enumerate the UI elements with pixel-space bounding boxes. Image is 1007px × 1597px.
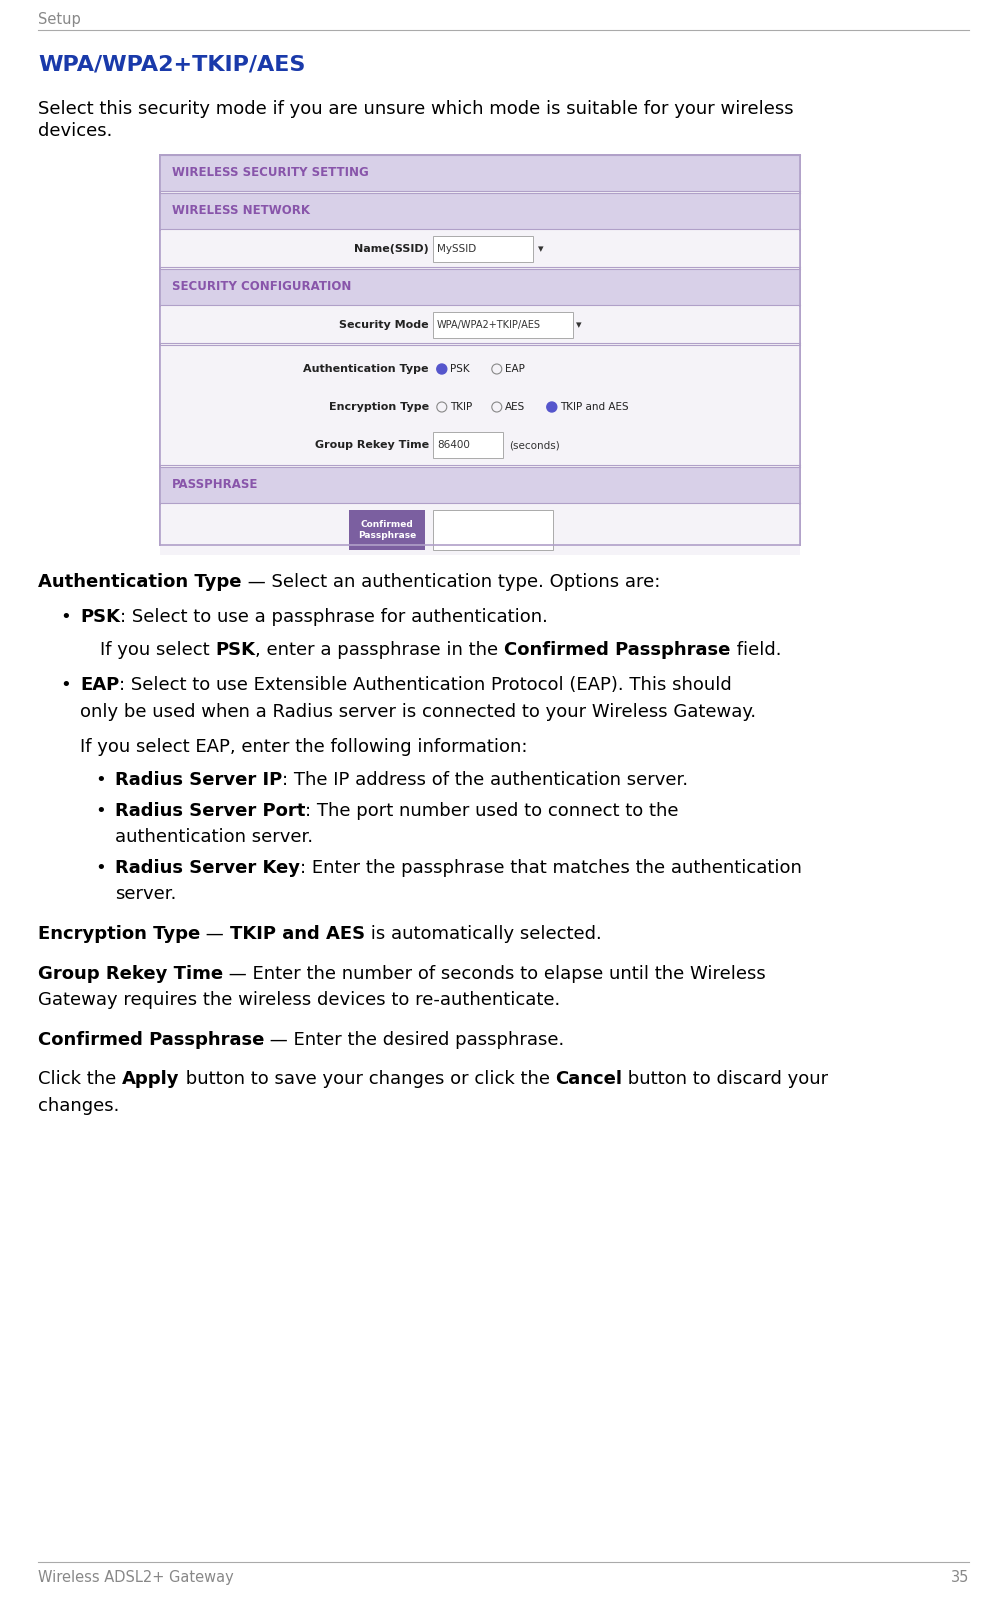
Text: Confirmed Passphrase: Confirmed Passphrase <box>38 1030 265 1049</box>
Text: Confirmed Passphrase: Confirmed Passphrase <box>505 642 731 660</box>
Text: Radius Server Port: Radius Server Port <box>115 802 305 819</box>
Text: Authentication Type: Authentication Type <box>38 573 242 591</box>
Text: •: • <box>95 802 106 819</box>
Text: Wireless ADSL2+ Gateway: Wireless ADSL2+ Gateway <box>38 1570 234 1584</box>
Text: Radius Server IP: Radius Server IP <box>115 771 282 789</box>
Bar <box>433 311 573 339</box>
Text: TKIP and AES: TKIP and AES <box>560 402 628 412</box>
Bar <box>160 155 800 545</box>
Text: — Enter the desired passphrase.: — Enter the desired passphrase. <box>265 1030 565 1049</box>
Text: PSK: PSK <box>80 608 120 626</box>
Text: — Enter the number of seconds to elapse until the Wireless: — Enter the number of seconds to elapse … <box>224 965 766 982</box>
Bar <box>433 433 502 458</box>
Text: •: • <box>95 859 106 877</box>
Text: only be used when a Radius server is connected to your Wireless Gateway.: only be used when a Radius server is con… <box>80 703 756 720</box>
Text: •: • <box>60 677 70 695</box>
Text: Click the: Click the <box>38 1070 122 1088</box>
Text: •: • <box>60 608 70 626</box>
Bar <box>433 509 553 549</box>
Text: 35: 35 <box>951 1570 969 1584</box>
Text: WIRELESS SECURITY SETTING: WIRELESS SECURITY SETTING <box>172 166 369 179</box>
Text: ▾: ▾ <box>576 319 581 331</box>
Text: Authentication Type: Authentication Type <box>303 364 429 374</box>
Bar <box>433 236 533 262</box>
Text: server.: server. <box>115 885 176 904</box>
Text: WIRELESS NETWORK: WIRELESS NETWORK <box>172 204 310 217</box>
Text: (seconds): (seconds) <box>509 441 560 450</box>
Text: : The IP address of the authentication server.: : The IP address of the authentication s… <box>282 771 689 789</box>
Bar <box>160 307 800 343</box>
Text: Confirmed
Passphrase: Confirmed Passphrase <box>357 521 416 540</box>
Text: : Enter the passphrase that matches the authentication: : Enter the passphrase that matches the … <box>300 859 802 877</box>
Text: PASSPHRASE: PASSPHRASE <box>172 479 259 492</box>
Bar <box>160 268 800 305</box>
Text: Encryption Type: Encryption Type <box>38 925 200 942</box>
Text: WPA/WPA2+TKIP/AES: WPA/WPA2+TKIP/AES <box>437 319 541 331</box>
Bar <box>160 155 800 192</box>
Text: EAP: EAP <box>505 364 525 374</box>
Bar <box>160 466 800 503</box>
Text: If you select EAP, enter the following information:: If you select EAP, enter the following i… <box>80 738 528 755</box>
Text: button to discard your: button to discard your <box>622 1070 829 1088</box>
Text: is automatically selected.: is automatically selected. <box>365 925 601 942</box>
Text: Group Rekey Time: Group Rekey Time <box>314 441 429 450</box>
Text: —: — <box>200 925 230 942</box>
Text: AES: AES <box>505 402 525 412</box>
Text: EAP: EAP <box>80 677 119 695</box>
Text: , enter a passphrase in the: , enter a passphrase in the <box>256 642 505 660</box>
Text: MySSID: MySSID <box>437 244 476 254</box>
Circle shape <box>437 364 447 374</box>
Text: Select this security mode if you are unsure which mode is suitable for your wire: Select this security mode if you are uns… <box>38 101 794 118</box>
Text: 86400: 86400 <box>437 441 469 450</box>
Text: WPA/WPA2+TKIP/AES: WPA/WPA2+TKIP/AES <box>38 54 305 75</box>
Text: Setup: Setup <box>38 13 81 27</box>
Text: — Select an authentication type. Options are:: — Select an authentication type. Options… <box>242 573 660 591</box>
Text: Radius Server Key: Radius Server Key <box>115 859 300 877</box>
Text: button to save your changes or click the: button to save your changes or click the <box>179 1070 555 1088</box>
Text: If you select: If you select <box>100 642 215 660</box>
Text: Apply: Apply <box>122 1070 179 1088</box>
Text: field.: field. <box>731 642 781 660</box>
Bar <box>160 345 800 465</box>
Text: Gateway requires the wireless devices to re-authenticate.: Gateway requires the wireless devices to… <box>38 992 560 1009</box>
Bar <box>160 232 800 267</box>
Text: : The port number used to connect to the: : The port number used to connect to the <box>305 802 679 819</box>
Text: ▾: ▾ <box>538 244 544 254</box>
Text: TKIP: TKIP <box>450 402 472 412</box>
Text: Encryption Type: Encryption Type <box>328 402 429 412</box>
Text: changes.: changes. <box>38 1097 120 1115</box>
Text: : Select to use Extensible Authentication Protocol (EAP). This should: : Select to use Extensible Authenticatio… <box>119 677 732 695</box>
Text: •: • <box>95 771 106 789</box>
Text: PSK: PSK <box>215 642 256 660</box>
Text: authentication server.: authentication server. <box>115 829 313 846</box>
Text: PSK: PSK <box>450 364 469 374</box>
Text: Group Rekey Time: Group Rekey Time <box>38 965 224 982</box>
Circle shape <box>547 402 557 412</box>
Bar <box>160 193 800 228</box>
Text: Name(SSID): Name(SSID) <box>354 244 429 254</box>
Text: SECURITY CONFIGURATION: SECURITY CONFIGURATION <box>172 281 351 294</box>
Text: TKIP and AES: TKIP and AES <box>230 925 365 942</box>
Text: : Select to use a passphrase for authentication.: : Select to use a passphrase for authent… <box>120 608 548 626</box>
Text: devices.: devices. <box>38 121 113 141</box>
Bar <box>160 505 800 556</box>
Text: Cancel: Cancel <box>555 1070 622 1088</box>
Bar <box>348 509 425 549</box>
Text: Security Mode: Security Mode <box>339 319 429 331</box>
